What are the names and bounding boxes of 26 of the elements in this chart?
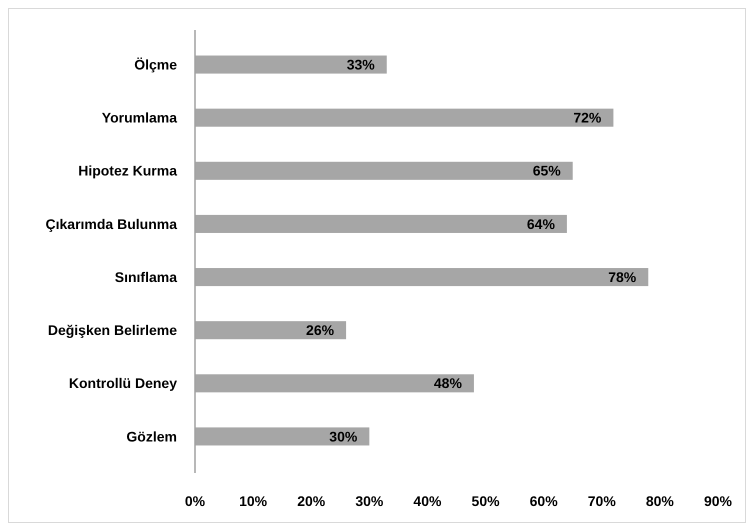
data-label: 64% (526, 216, 556, 232)
x-tick-label: 60% (530, 493, 558, 509)
y-tick-label: Gözlem (126, 428, 177, 444)
data-label: 33% (346, 56, 376, 72)
y-tick-label: Sınıflama (114, 268, 178, 285)
y-tick-label: Kontrollü Deney (68, 375, 178, 392)
y-tick-label: Çıkarımda Bulunma (46, 216, 178, 232)
data-label: 78% (608, 268, 637, 285)
y-tick-label: Değişken Belirleme (48, 322, 178, 338)
data-label: 72% (573, 110, 602, 126)
x-tick-label: 40% (413, 493, 442, 509)
x-tick-label: 0% (184, 493, 206, 509)
y-tick-label: Ölçme (134, 56, 178, 72)
x-tick-label: 30% (355, 493, 384, 509)
data-label: 65% (532, 162, 562, 179)
x-tick-label: 70% (588, 493, 616, 509)
x-tick-label: 90% (704, 493, 733, 509)
x-tick-label: 10% (239, 493, 268, 509)
data-label: 26% (306, 322, 335, 338)
y-tick-label: Yorumlama (102, 110, 178, 126)
data-label: 30% (329, 428, 358, 444)
x-tick-label: 80% (646, 493, 674, 509)
x-tick-label: 50% (472, 493, 500, 509)
x-tick-label: 20% (297, 493, 326, 509)
y-tick-label: Hipotez Kurma (78, 162, 178, 179)
data-label: 48% (434, 375, 462, 392)
